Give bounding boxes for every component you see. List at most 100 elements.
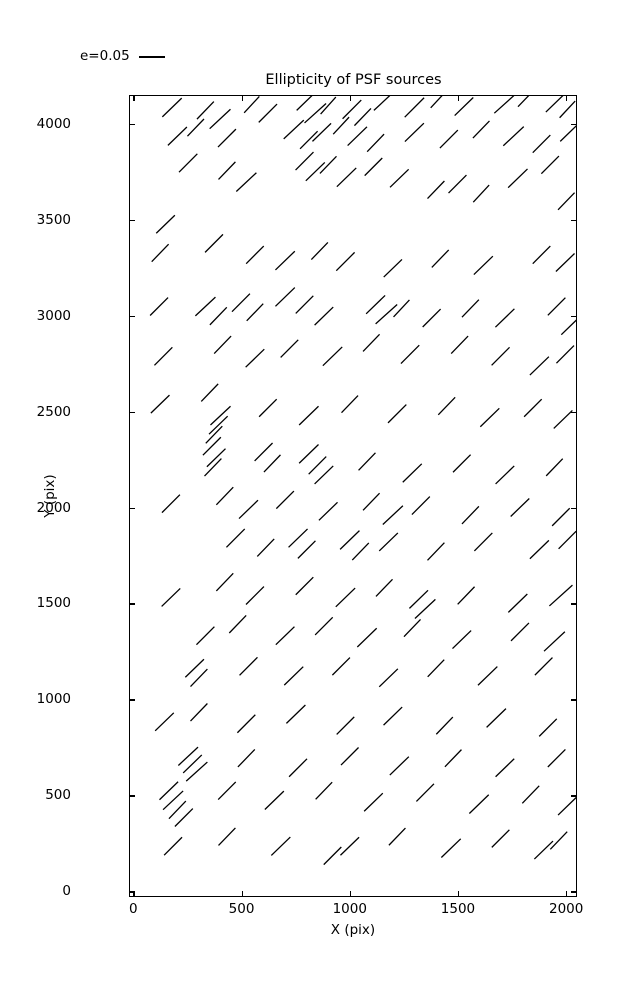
y-tick-label: 3000 — [36, 307, 71, 324]
whisker-segment — [472, 120, 490, 139]
y-tick-mark — [130, 315, 135, 317]
whisker-segment — [217, 781, 237, 800]
whisker-segment — [402, 463, 423, 483]
y-tick-label: 2500 — [36, 403, 71, 420]
whisker-segment — [437, 396, 456, 416]
whisker-segment — [553, 409, 573, 429]
whisker-segment — [168, 800, 187, 820]
whisker-segment — [206, 448, 226, 468]
whisker-segment — [366, 133, 385, 153]
whisker-segment — [339, 530, 360, 550]
whisker-segment — [236, 714, 256, 734]
whisker-segment — [411, 496, 431, 516]
whisker-segment — [477, 666, 498, 686]
whisker-segment — [545, 96, 564, 113]
whisker-segment — [239, 656, 258, 676]
whisker-segment — [213, 335, 232, 355]
whisker-segment — [297, 540, 316, 559]
whisker-segment — [378, 532, 399, 552]
whisker-segment — [353, 108, 372, 127]
y-tick-mark — [130, 219, 135, 221]
whisker-segment — [237, 748, 256, 768]
whisker-segment — [332, 116, 350, 135]
y-tick-mark — [571, 699, 576, 701]
whisker-segment — [270, 836, 291, 856]
whisker-segment — [162, 790, 184, 811]
y-tick-mark — [130, 603, 135, 605]
whisker-segment — [167, 126, 188, 146]
whisker-segment — [547, 748, 566, 768]
whisker-segment — [538, 718, 558, 737]
whisker-segment — [263, 454, 281, 473]
whisker-segment — [274, 287, 296, 307]
whisker-segment — [422, 308, 442, 328]
whisker-segment — [427, 180, 445, 199]
whisker-segment — [375, 578, 393, 597]
whisker-segment — [178, 153, 198, 173]
whisker-segment — [210, 405, 231, 426]
x-tick-mark — [133, 891, 135, 896]
whisker-segment — [461, 505, 480, 525]
whisker-segment — [209, 306, 228, 326]
whisker-segment — [495, 758, 515, 778]
whisker-segment — [382, 505, 404, 525]
y-tick-mark — [571, 219, 576, 221]
whisker-segment — [336, 167, 357, 188]
whisker-segment — [305, 161, 326, 182]
whisker-segment — [177, 746, 199, 766]
y-tick-label: 0 — [62, 883, 71, 900]
y-tick-mark — [571, 795, 576, 797]
whisker-segment — [510, 498, 530, 517]
y-tick-label: 1000 — [36, 691, 71, 708]
whisker-segment — [299, 130, 319, 150]
whisker-segment — [389, 168, 410, 188]
y-tick-mark — [130, 507, 135, 509]
whisker-segment — [555, 253, 575, 272]
whisker-segment — [450, 335, 469, 355]
whisker-segment — [448, 174, 467, 194]
y-tick-label: 3500 — [36, 211, 71, 228]
chart-title: Ellipticity of PSF sources — [265, 72, 442, 88]
whisker-segment — [217, 128, 237, 148]
x-tick-mark — [133, 96, 135, 101]
whisker-segment — [547, 297, 566, 316]
whisker-segment — [204, 458, 222, 477]
whisker-segment — [331, 657, 351, 676]
whisker-segment — [256, 538, 275, 557]
whisker-segment — [150, 394, 170, 414]
whisker-segment — [161, 587, 181, 607]
whisker-segment — [427, 659, 445, 678]
whisker-segment — [543, 631, 566, 652]
whisker-segment — [473, 255, 494, 276]
whisker-segment — [155, 214, 176, 234]
whisker-segment — [468, 794, 490, 814]
x-tick-mark — [457, 891, 460, 896]
whisker-segment — [404, 122, 425, 143]
whisker-segment — [559, 100, 576, 119]
whisker-segment — [534, 657, 553, 676]
whisker-segment — [288, 758, 308, 778]
whisker-segment — [190, 703, 208, 722]
whisker-segment — [308, 456, 327, 475]
whisker-segment — [296, 96, 313, 111]
x-tick-label: 2000 — [548, 901, 584, 917]
plot-area — [129, 95, 577, 897]
whisker-segment — [288, 528, 309, 548]
whisker-segment — [545, 458, 564, 477]
whisker-segment — [258, 398, 278, 418]
whisker-segment — [363, 792, 384, 812]
whisker-segment — [298, 444, 319, 464]
whisker-segment — [243, 96, 260, 114]
whisker-segment — [319, 155, 337, 174]
whisker-segment — [312, 122, 332, 142]
y-tick-mark — [571, 507, 576, 509]
y-tick-label: 2000 — [36, 499, 71, 516]
x-tick-mark — [241, 891, 243, 896]
whisker-segment — [340, 836, 360, 856]
y-tick-mark — [130, 891, 135, 893]
whisker-segment — [356, 627, 378, 648]
whisker-segment — [540, 155, 560, 175]
whisker-segment — [238, 499, 259, 520]
y-tick-mark — [130, 123, 135, 126]
whisker-segment — [264, 790, 285, 810]
